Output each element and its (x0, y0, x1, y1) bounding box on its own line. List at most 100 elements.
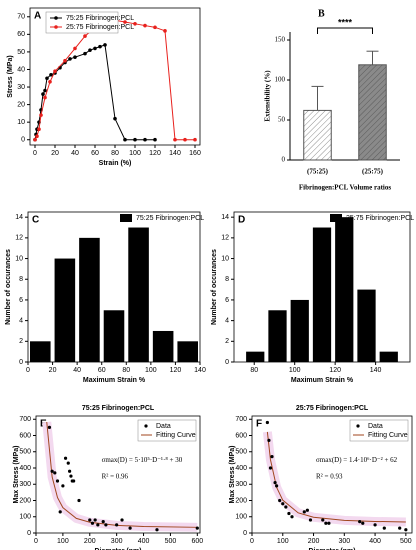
data-point (73, 55, 77, 59)
legend-swatch (120, 214, 132, 222)
data-point (33, 137, 37, 142)
x-tick-label: 20 (51, 150, 59, 157)
x-tick-label: 0 (26, 367, 30, 374)
x-tick-label: 500 (400, 538, 412, 545)
legend-marker (54, 25, 58, 29)
histogram-bar (312, 227, 332, 362)
legend-box (45, 11, 119, 34)
histogram-bar (379, 351, 398, 362)
data-point (104, 523, 108, 527)
data-point (88, 518, 92, 522)
x-axis-label: Maximum Strain % (83, 377, 146, 384)
x-tick-label: 600 (191, 538, 203, 545)
x-tick-label: 400 (138, 538, 150, 545)
data-point (66, 461, 70, 465)
y-tick-label: 4 (19, 317, 23, 324)
y-tick-label: 6 (225, 297, 229, 304)
x-tick-label: 40 (73, 367, 81, 374)
x-tick-label: 40 (71, 150, 79, 157)
y-tick-label: 300 (235, 481, 247, 488)
data-point (43, 95, 47, 100)
y-axis-label: Stress (MPa) (7, 55, 14, 97)
data-point (58, 510, 62, 514)
y-tick-label: 700 (19, 416, 31, 423)
fit-curve (266, 431, 406, 523)
data-point (128, 526, 132, 530)
y-tick-label: 400 (235, 465, 247, 472)
data-point (50, 469, 54, 473)
data-point (358, 520, 362, 524)
x-tick-label: (75:25) (307, 168, 329, 176)
data-point (195, 526, 199, 530)
data-point (103, 43, 107, 47)
data-point (115, 523, 119, 527)
y-tick-label: 20 (17, 101, 25, 108)
y-tick-label: 0 (21, 137, 25, 144)
x-axis-label: Diameter (nm) (308, 548, 355, 550)
x-tick-label: 400 (369, 538, 381, 545)
y-tick-label: 100 (235, 514, 247, 521)
x-tick-label: 0 (33, 150, 37, 157)
histogram-bar (103, 310, 125, 362)
histogram-bar (246, 351, 265, 362)
panel-label: D (238, 215, 245, 226)
x-tick-label: (25:75) (362, 168, 384, 176)
data-point (96, 523, 100, 527)
y-tick-label: 500 (235, 449, 247, 456)
panel-label: A (34, 11, 41, 22)
legend-box (349, 419, 409, 442)
y-tick-label: 6 (19, 297, 23, 304)
y-tick-label: 2 (225, 338, 229, 345)
series-line (34, 44, 155, 141)
data-point (284, 505, 288, 509)
data-point (404, 528, 408, 532)
data-point (47, 425, 52, 429)
histogram-bar (54, 258, 76, 362)
y-tick-label: 40 (17, 66, 25, 73)
data-point (398, 526, 402, 530)
data-point (382, 526, 386, 530)
x-tick-label: 120 (170, 367, 182, 374)
legend-box (137, 419, 197, 442)
data-point (113, 116, 117, 121)
legend-label: 25:75 Fibrinogen:PCL (66, 24, 134, 31)
y-tick-label: 600 (19, 432, 31, 439)
data-point (163, 29, 167, 33)
data-point (120, 518, 124, 522)
x-tick-label: 200 (84, 538, 96, 545)
data-point (69, 474, 73, 478)
legend-marker (54, 16, 58, 20)
y-tick-label: 0 (27, 530, 31, 537)
data-point (93, 46, 97, 51)
data-point (278, 498, 282, 503)
data-point (270, 455, 274, 459)
y-axis-label: Number of occurances (5, 249, 12, 325)
data-point (302, 510, 306, 514)
y-tick-label: 14 (221, 214, 229, 221)
data-point (77, 498, 81, 503)
panel-label: B (318, 8, 325, 19)
plot-frame (251, 415, 413, 534)
data-point (39, 113, 43, 117)
legend-label: Data (368, 423, 383, 430)
legend-label: 75:25 Fibrinogen:PCL (136, 215, 204, 222)
data-point (61, 484, 65, 488)
x-tick-label: 80 (111, 150, 119, 157)
bar-hatch (303, 110, 332, 160)
data-point (98, 44, 102, 49)
y-tick-label: 100 (19, 514, 31, 521)
data-point (268, 466, 273, 470)
data-point (63, 456, 68, 460)
legend-marker (356, 424, 360, 428)
histogram-bar (290, 299, 309, 362)
legend-label: 75:25 Fibrinogen:PCL (66, 15, 134, 22)
y-tick-label: 14 (15, 214, 23, 221)
fit-curve (46, 421, 198, 528)
bar-hatch (358, 64, 387, 160)
data-point (83, 34, 87, 38)
y-tick-label: 10 (15, 255, 23, 262)
significance-label: **** (338, 17, 353, 27)
y-tick-label: 4 (225, 317, 229, 324)
y-tick-label: 0 (243, 530, 247, 537)
